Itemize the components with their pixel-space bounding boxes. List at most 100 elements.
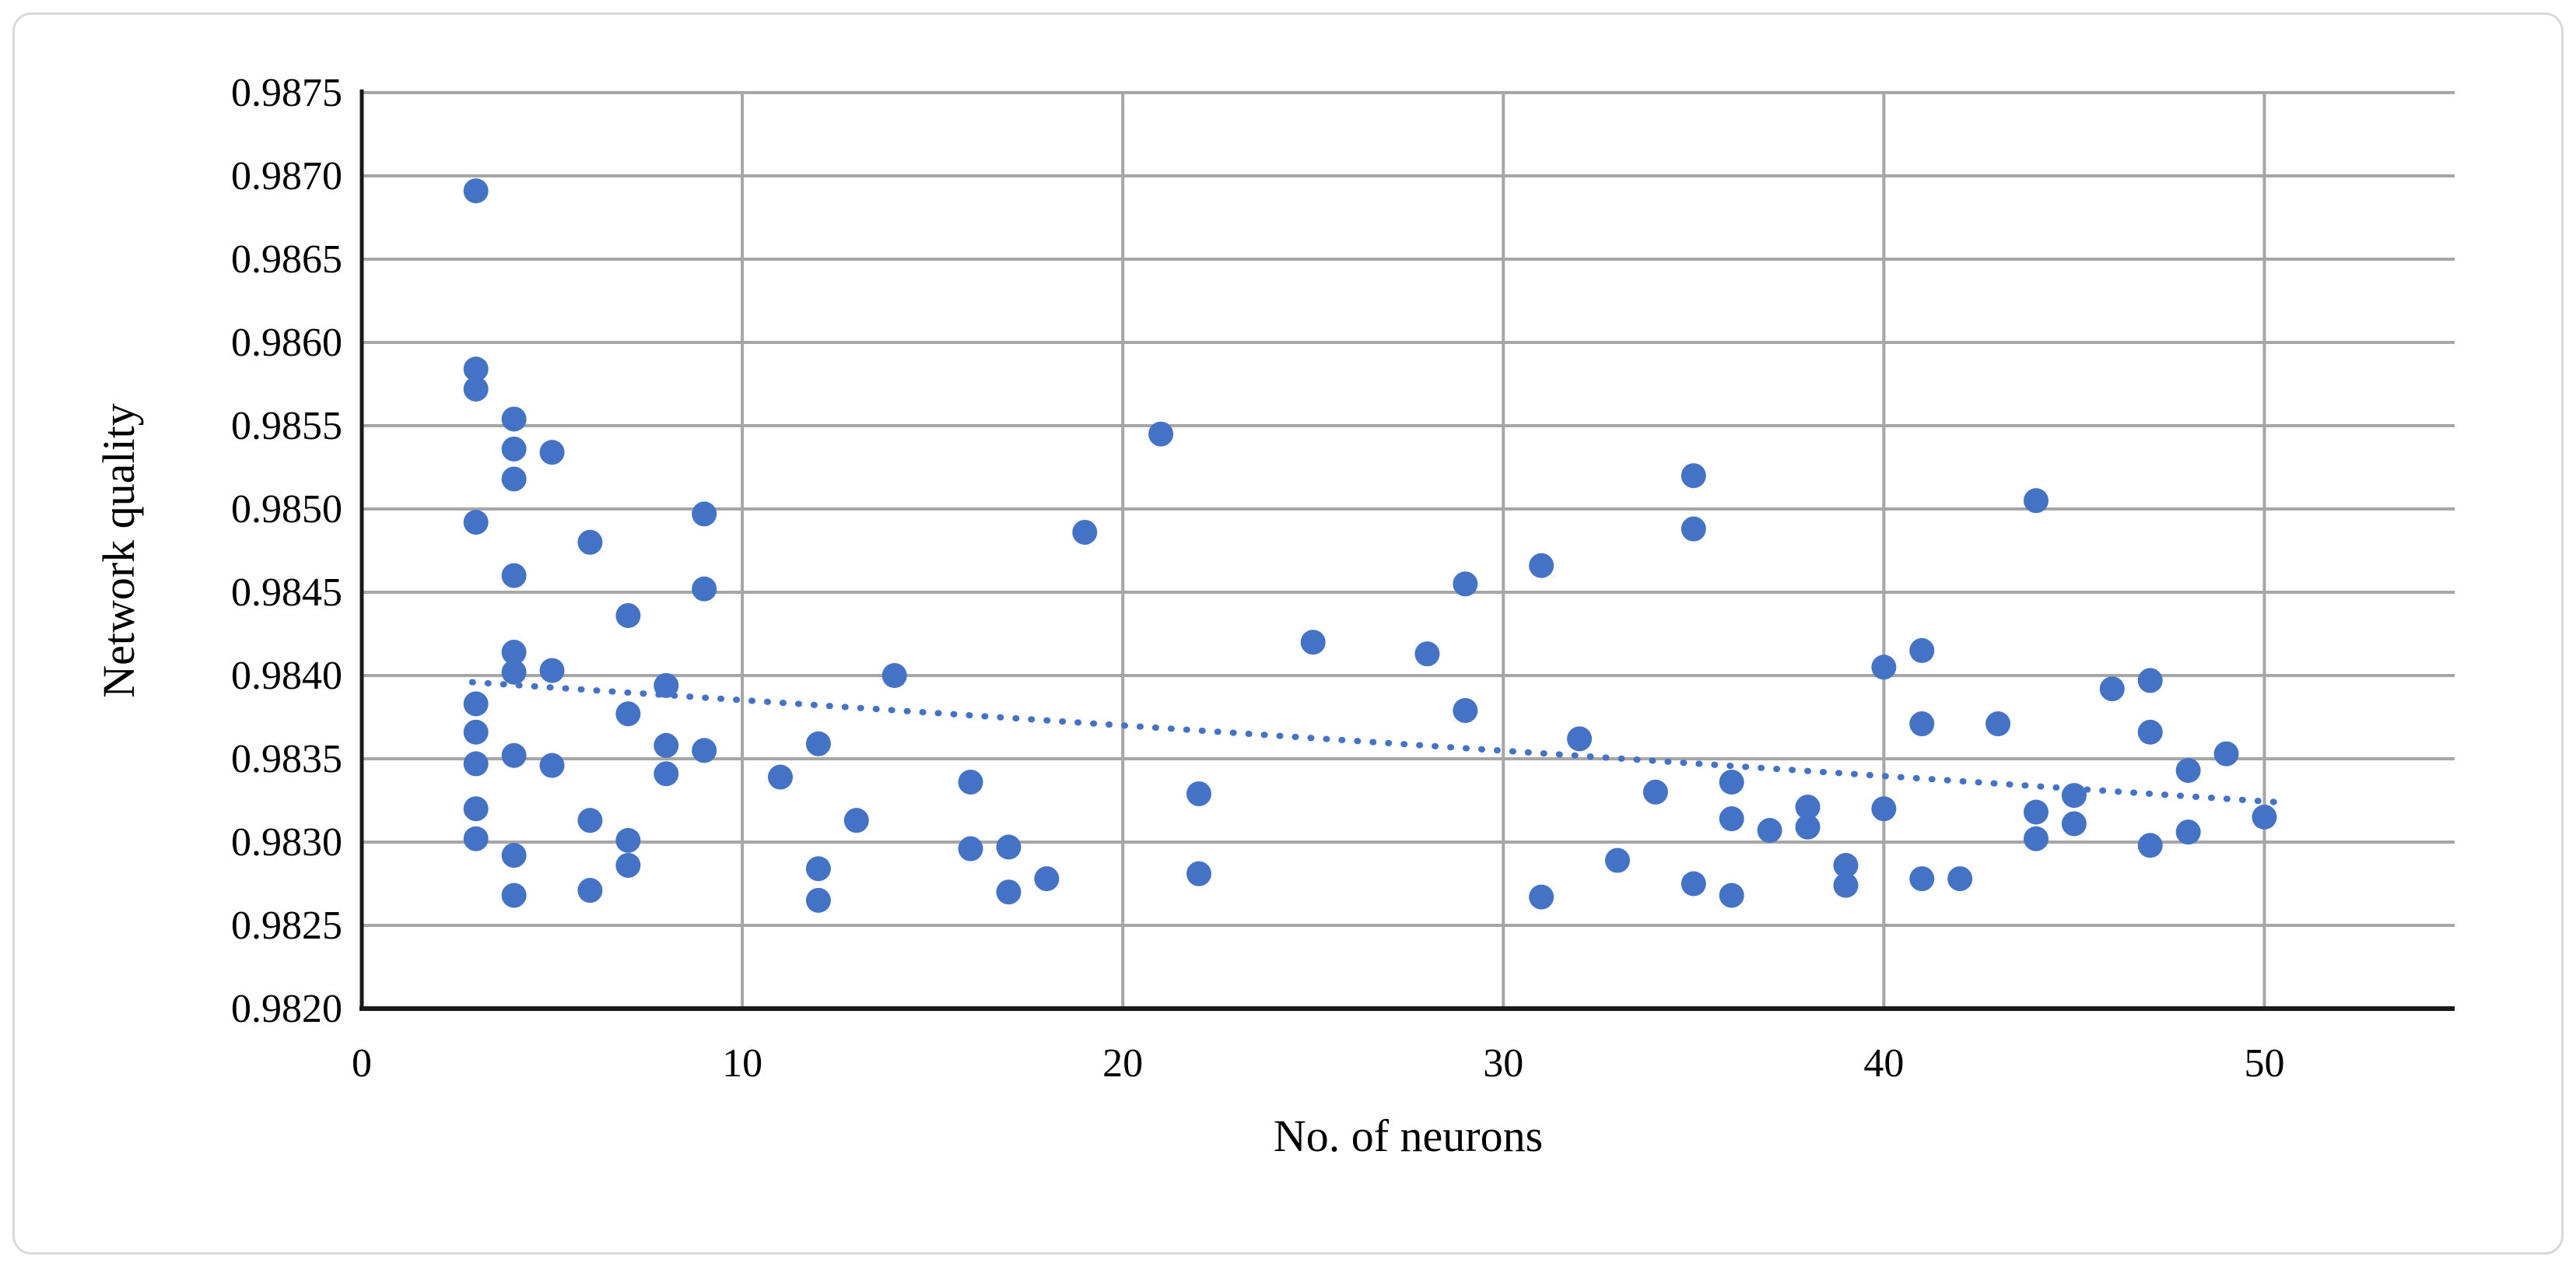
data-point — [1719, 769, 1744, 795]
data-point — [463, 826, 489, 851]
data-point — [881, 663, 907, 688]
data-point — [539, 753, 565, 778]
data-point — [501, 563, 527, 588]
x-tick-label: 10 — [722, 1041, 763, 1086]
data-point — [1833, 872, 1859, 898]
data-point — [1529, 884, 1554, 910]
y-tick-label: 0.9835 — [231, 737, 342, 781]
data-point — [805, 856, 831, 882]
x-tick-label: 50 — [2244, 1041, 2285, 1086]
data-point — [501, 843, 527, 869]
data-point — [501, 883, 527, 908]
data-point — [577, 808, 603, 834]
data-point — [463, 376, 489, 402]
data-point — [1681, 463, 1706, 489]
data-point — [1795, 814, 1821, 840]
data-point — [615, 827, 641, 853]
y-tick-label: 0.9850 — [231, 487, 342, 532]
data-point — [463, 510, 489, 535]
data-point — [539, 658, 565, 683]
data-point — [1719, 806, 1744, 832]
data-point — [615, 701, 641, 727]
data-point — [1909, 711, 1935, 737]
data-point — [1453, 697, 1478, 723]
data-point — [654, 672, 679, 698]
data-point — [501, 742, 527, 768]
y-tick-label: 0.9830 — [231, 820, 342, 865]
data-point — [577, 529, 603, 555]
data-point — [2024, 799, 2049, 825]
data-point — [2137, 833, 2163, 858]
trendline — [468, 679, 2280, 805]
y-tick-label: 0.9870 — [231, 154, 342, 198]
data-point — [463, 719, 489, 745]
data-point — [1414, 641, 1440, 667]
data-point — [768, 764, 793, 790]
data-point — [2061, 783, 2087, 809]
data-point — [1034, 866, 1060, 892]
y-tick-label: 0.9840 — [231, 654, 342, 698]
data-point — [654, 732, 679, 758]
data-point — [1186, 781, 1211, 806]
data-point — [1681, 516, 1706, 542]
data-point — [843, 808, 869, 834]
data-point — [2137, 719, 2163, 745]
y-tick-label: 0.9845 — [231, 570, 342, 615]
data-point — [692, 576, 717, 602]
data-point — [1833, 852, 1859, 878]
data-point — [501, 406, 527, 432]
data-point — [1757, 818, 1782, 844]
figure-border — [12, 12, 2564, 1255]
data-point — [1719, 883, 1744, 908]
data-point — [1300, 630, 1326, 655]
y-tick-label: 0.9860 — [231, 321, 342, 365]
data-point — [2213, 741, 2239, 767]
data-point — [1453, 571, 1478, 597]
data-point — [463, 751, 489, 777]
data-point — [501, 436, 527, 462]
data-point — [1909, 866, 1935, 892]
data-point — [501, 659, 527, 685]
data-point — [2175, 757, 2201, 783]
y-tick-label: 0.9820 — [231, 987, 342, 1031]
data-point — [1795, 795, 1821, 820]
data-point — [539, 440, 565, 465]
data-point — [1681, 871, 1706, 897]
data-point — [692, 501, 717, 527]
x-tick-label: 20 — [1102, 1041, 1144, 1086]
data-point — [1529, 553, 1554, 578]
data-point — [1871, 655, 1897, 680]
data-point — [2099, 676, 2125, 702]
data-point — [1642, 779, 1668, 805]
data-point — [1605, 848, 1630, 873]
data-point — [2175, 820, 2201, 845]
data-point — [1871, 796, 1897, 822]
data-point — [805, 887, 831, 913]
data-point — [501, 466, 527, 492]
y-tick-label: 0.9825 — [231, 904, 342, 948]
data-point — [463, 356, 489, 382]
x-tick-label: 0 — [352, 1041, 372, 1086]
data-point — [1072, 519, 1098, 545]
x-axis-title: No. of neurons — [1273, 1111, 1544, 1161]
y-tick-label: 0.9875 — [231, 71, 342, 115]
y-tick-label: 0.9855 — [231, 404, 342, 448]
data-point — [463, 178, 489, 204]
data-point — [958, 769, 983, 795]
data-point — [2061, 811, 2087, 837]
y-tick-label: 0.9865 — [231, 237, 342, 282]
data-point — [805, 731, 831, 756]
x-tick-label: 30 — [1483, 1041, 1524, 1086]
data-point — [654, 761, 679, 787]
data-point — [2024, 488, 2049, 514]
data-point — [996, 834, 1022, 860]
data-point — [1947, 866, 1973, 892]
data-point — [1186, 861, 1211, 886]
data-point — [1909, 637, 1935, 663]
x-tick-label: 40 — [1863, 1041, 1905, 1086]
data-point — [1567, 726, 1593, 752]
data-point — [615, 602, 641, 628]
data-point — [2137, 668, 2163, 693]
